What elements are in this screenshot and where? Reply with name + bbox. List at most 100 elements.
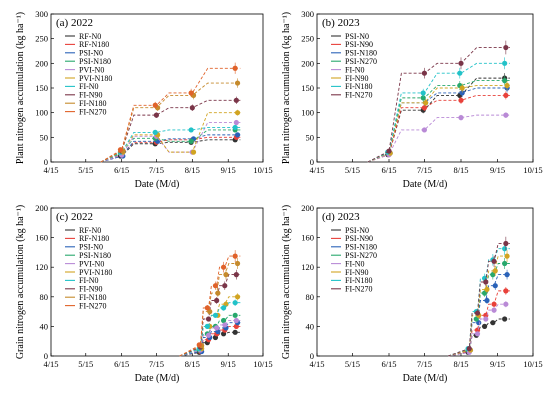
legend-item: FI-N90 [331, 74, 369, 83]
chart-panel-4: 0 40 80 120 160 200 4/15 5/15 6/15 7/15 8/15 9/15 10… [281, 203, 543, 384]
legend-label: PSI-N0 [79, 243, 103, 252]
series-PVI-N0 [179, 317, 241, 357]
legend-label: FI-N180 [345, 276, 373, 285]
series-curve [100, 139, 241, 163]
legend-item: PVI-N0 [65, 259, 104, 268]
legend-item: PSI-N0 [331, 226, 369, 235]
legend-item: FI-N270 [65, 107, 107, 116]
plot-frame [50, 207, 264, 357]
series-FI-N270 [367, 40, 510, 163]
plot-frame [316, 207, 534, 357]
data-point [234, 80, 241, 86]
series-curve [447, 263, 510, 357]
data-point [502, 78, 508, 84]
legend-label: PSI-N270 [345, 251, 377, 260]
data-point [491, 307, 497, 313]
legend-item: PSI-N90 [331, 234, 373, 243]
data-point [232, 65, 238, 71]
data-point [222, 322, 228, 328]
legend-label: PSI-N0 [79, 49, 103, 58]
x-tick-label: 9/15 [490, 359, 505, 369]
data-point [421, 70, 428, 76]
data-point [220, 305, 227, 311]
y-tick-label: 150 [35, 83, 48, 93]
legend-item: PSI-N180 [65, 57, 111, 66]
data-point [196, 342, 202, 348]
legend-item: RF-N0 [65, 226, 101, 235]
y-axis-label: Plant nitrogen accumulation (kg ha⁻¹) [15, 12, 26, 164]
data-point [204, 323, 210, 329]
data-point [204, 305, 210, 311]
panel-title: (c) 2022 [56, 211, 93, 223]
data-point [503, 240, 509, 247]
x-tick-label: 7/15 [149, 165, 164, 175]
panel-title: (b) 2023 [322, 17, 360, 29]
legend-item: PSI-N90 [331, 40, 373, 49]
y-tick-label: 0 [44, 351, 48, 361]
legend-item: PSI-N270 [331, 251, 377, 260]
legend-item: FI-N270 [331, 285, 373, 294]
y-tick-label: 0 [310, 351, 314, 361]
y-tick-label: 300 [301, 9, 314, 19]
legend-label: PVI-N0 [79, 259, 104, 268]
legend-label: PSI-N180 [79, 251, 111, 260]
series-FI-N270 [447, 236, 510, 357]
x-tick-label: 9/15 [221, 165, 236, 175]
data-point [189, 105, 195, 111]
series-curve [447, 243, 510, 357]
x-tick-label: 8/15 [185, 359, 200, 369]
data-point [152, 129, 158, 135]
data-point [223, 301, 229, 307]
legend-label: PSI-N180 [345, 243, 377, 252]
legend-item: PVI-N180 [65, 268, 112, 277]
series-curve [447, 318, 510, 357]
data-point [420, 95, 426, 101]
data-point [483, 279, 489, 285]
series-PSI-N270 [447, 257, 510, 357]
data-point [232, 312, 238, 318]
y-tick-label: 160 [35, 233, 48, 243]
legend-item: RF-N0 [65, 32, 101, 41]
y-axis-label: Plant nitrogen accumulation (kg ha⁻¹) [281, 12, 292, 164]
data-point [152, 102, 158, 108]
x-tick-label: 6/15 [114, 359, 129, 369]
legend-item: FI-N90 [331, 268, 369, 277]
data-point [504, 253, 510, 259]
legend-item: PSI-N0 [65, 243, 103, 252]
data-point [188, 138, 194, 144]
data-point [386, 148, 392, 154]
data-point [234, 132, 241, 138]
legend-label: FI-N0 [345, 259, 365, 268]
chart-panel-2: 0 50 100 150 200 250 300 4/15 5/15 6/15 7/15 8/15 9/… [281, 9, 543, 190]
data-point [222, 283, 228, 289]
legend-label: FI-N270 [79, 301, 107, 310]
data-point [481, 290, 488, 296]
y-tick-label: 200 [301, 203, 314, 213]
data-point [188, 90, 194, 96]
data-point [420, 90, 426, 96]
data-point [220, 264, 227, 270]
series-curve [367, 85, 510, 163]
legend-item: RF-N180 [65, 234, 109, 243]
y-axis-label: Grain nitrogen accumulation (kg ha⁻¹) [15, 205, 26, 359]
x-tick-label: 5/15 [345, 165, 360, 175]
x-tick-label: 6/15 [381, 359, 396, 369]
data-point [234, 110, 241, 116]
legend-item: FI-N0 [65, 276, 99, 285]
legend-label: PSI-N0 [345, 32, 369, 41]
series-curve [100, 122, 241, 163]
data-point [503, 112, 509, 118]
data-point [215, 290, 221, 296]
series-curve [100, 82, 241, 163]
legend-item: FI-N90 [65, 285, 103, 294]
legend-label: FI-N0 [79, 276, 99, 285]
legend-label: FI-N0 [345, 65, 365, 74]
chart-panel-1: 0 50 100 150 200 250 300 4/15 5/15 6/15 7/15 8/15 9/… [15, 9, 273, 190]
data-point [503, 44, 509, 51]
y-tick-label: 150 [301, 83, 314, 93]
data-point [233, 97, 239, 103]
y-tick-label: 300 [35, 9, 48, 19]
series-FI-N0 [367, 112, 510, 163]
data-point [232, 253, 238, 259]
